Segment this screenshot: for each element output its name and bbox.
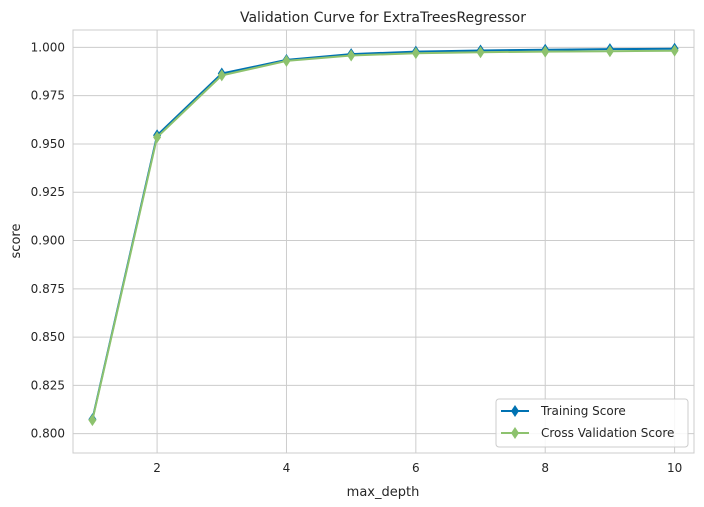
legend-cv-label: Cross Validation Score — [541, 426, 674, 440]
plot-background — [73, 30, 694, 453]
cv-score-point — [153, 131, 162, 144]
plot-frame — [72, 29, 695, 454]
y-tick-label: 0.825 — [31, 378, 65, 392]
cv-score-point — [670, 44, 679, 57]
cv-score-point — [541, 45, 550, 58]
x-tick-label: 10 — [667, 461, 682, 475]
cv-score-point — [217, 69, 226, 82]
y-tick-label: 1.000 — [31, 40, 65, 54]
x-tick-label: 6 — [412, 461, 420, 475]
x-axis-label: max_depth — [347, 485, 420, 500]
y-tick-label: 0.800 — [31, 427, 65, 441]
x-tick-labels: 2 4 6 8 10 — [153, 461, 682, 475]
cv-score-point — [282, 54, 291, 67]
y-tick-label: 0.950 — [31, 137, 65, 151]
cv-score-point — [476, 46, 485, 59]
chart-title: Validation Curve for ExtraTreesRegressor — [240, 10, 526, 26]
training-score-line — [91, 47, 675, 420]
cv-score-point — [605, 45, 614, 58]
y-tick-label: 0.900 — [31, 234, 65, 248]
legend-training-marker — [511, 405, 519, 417]
cv-score-point — [411, 47, 420, 60]
x-tick-label: 4 — [283, 461, 291, 475]
cv-score-point — [347, 49, 356, 62]
y-tick-label: 0.925 — [31, 185, 65, 199]
y-tick-label: 0.975 — [31, 89, 65, 103]
grid — [73, 30, 694, 453]
legend-cv-marker — [511, 427, 519, 439]
y-tick-label: 0.875 — [31, 282, 65, 296]
legend: Training Score Cross Validation Score — [495, 398, 689, 448]
y-tick-label: 0.850 — [31, 330, 65, 344]
series — [88, 42, 679, 427]
cv-score-point — [88, 414, 97, 427]
y-axis-label: score — [9, 224, 24, 259]
legend-box — [495, 398, 689, 448]
x-tick-label: 8 — [541, 461, 549, 475]
cv-score-line — [91, 49, 675, 421]
x-tick-label: 2 — [153, 461, 161, 475]
legend-training-label: Training Score — [540, 404, 626, 418]
y-tick-labels: 0.800 0.825 0.850 0.875 0.900 0.925 0.950 0.975… — [31, 40, 65, 440]
